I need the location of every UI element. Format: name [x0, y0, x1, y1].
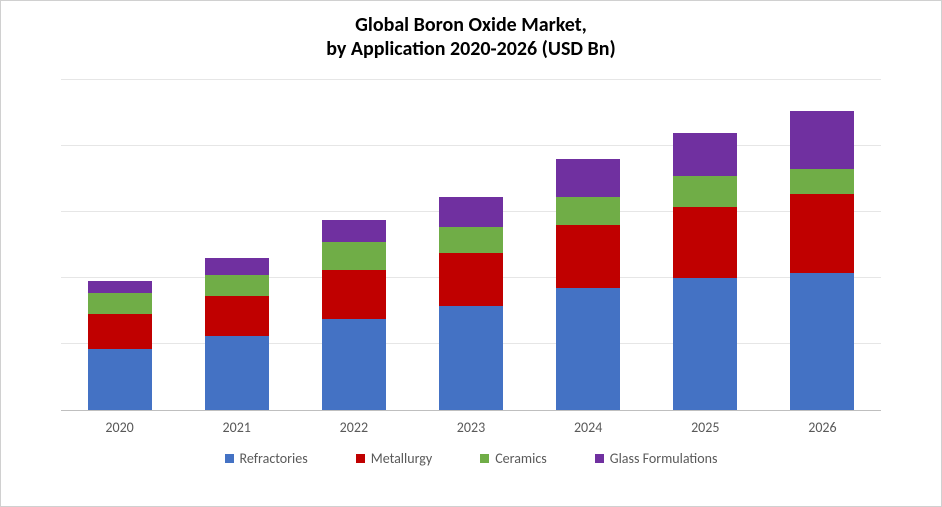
bar-segment [88, 349, 152, 410]
bar-segment [205, 296, 269, 337]
bar-segment [673, 207, 737, 278]
bar-stack [88, 281, 152, 410]
bar-segment [322, 220, 386, 243]
bar-column [530, 159, 647, 410]
x-axis-label: 2024 [530, 419, 647, 436]
bar-column [764, 111, 881, 411]
legend-swatch [356, 454, 365, 463]
bar-segment [439, 227, 503, 252]
legend-label: Glass Formulations [610, 450, 718, 467]
bar-segment [790, 194, 854, 273]
x-axis-label: 2021 [178, 419, 295, 436]
legend: Refractories Metallurgy Ceramics Glass Form… [21, 450, 921, 467]
x-axis-label: 2022 [295, 419, 412, 436]
legend-label: Ceramics [495, 450, 547, 467]
bar-segment [205, 275, 269, 295]
bar-stack [322, 220, 386, 410]
x-axis-label: 2020 [61, 419, 178, 436]
bars-container [61, 81, 881, 410]
legend-swatch [480, 454, 489, 463]
x-axis-label: 2023 [412, 419, 529, 436]
bar-segment [88, 293, 152, 313]
bar-stack [439, 197, 503, 410]
bar-segment [790, 111, 854, 169]
bar-segment [556, 225, 620, 288]
bar-stack [790, 111, 854, 411]
x-axis-label: 2025 [647, 419, 764, 436]
bar-segment [205, 258, 269, 276]
bar-segment [322, 242, 386, 270]
bar-segment [205, 336, 269, 410]
bar-segment [673, 278, 737, 410]
bar-column [647, 133, 764, 410]
bar-segment [88, 281, 152, 294]
bar-segment [556, 288, 620, 410]
bar-segment [673, 176, 737, 206]
bar-segment [556, 197, 620, 225]
bar-segment [322, 319, 386, 410]
chart-title-line1: Global Boron Oxide Market, [21, 13, 921, 37]
chart-title-line2: by Application 2020-2026 (USD Bn) [21, 37, 921, 61]
bar-column [412, 197, 529, 410]
bar-stack [556, 159, 620, 410]
x-axis-label: 2026 [764, 419, 881, 436]
bar-segment [322, 270, 386, 318]
bar-segment [439, 197, 503, 227]
grid-line [61, 79, 881, 80]
legend-label: Refractories [240, 450, 308, 467]
bar-stack [673, 133, 737, 410]
bar-column [178, 258, 295, 410]
legend-item: Refractories [225, 450, 308, 467]
bar-segment [556, 159, 620, 197]
bar-column [295, 220, 412, 410]
x-axis: 2020202120222023202420252026 [61, 419, 881, 436]
bar-segment [790, 273, 854, 410]
legend-label: Metallurgy [371, 450, 432, 467]
legend-item: Metallurgy [356, 450, 432, 467]
bar-column [61, 281, 178, 410]
bar-segment [673, 133, 737, 176]
bar-segment [439, 253, 503, 306]
bar-segment [439, 306, 503, 410]
bar-stack [205, 258, 269, 410]
legend-swatch [225, 454, 234, 463]
legend-item: Glass Formulations [595, 450, 718, 467]
bar-segment [88, 314, 152, 350]
bar-segment [790, 169, 854, 194]
plot-area [61, 81, 881, 411]
legend-item: Ceramics [480, 450, 547, 467]
legend-swatch [595, 454, 604, 463]
